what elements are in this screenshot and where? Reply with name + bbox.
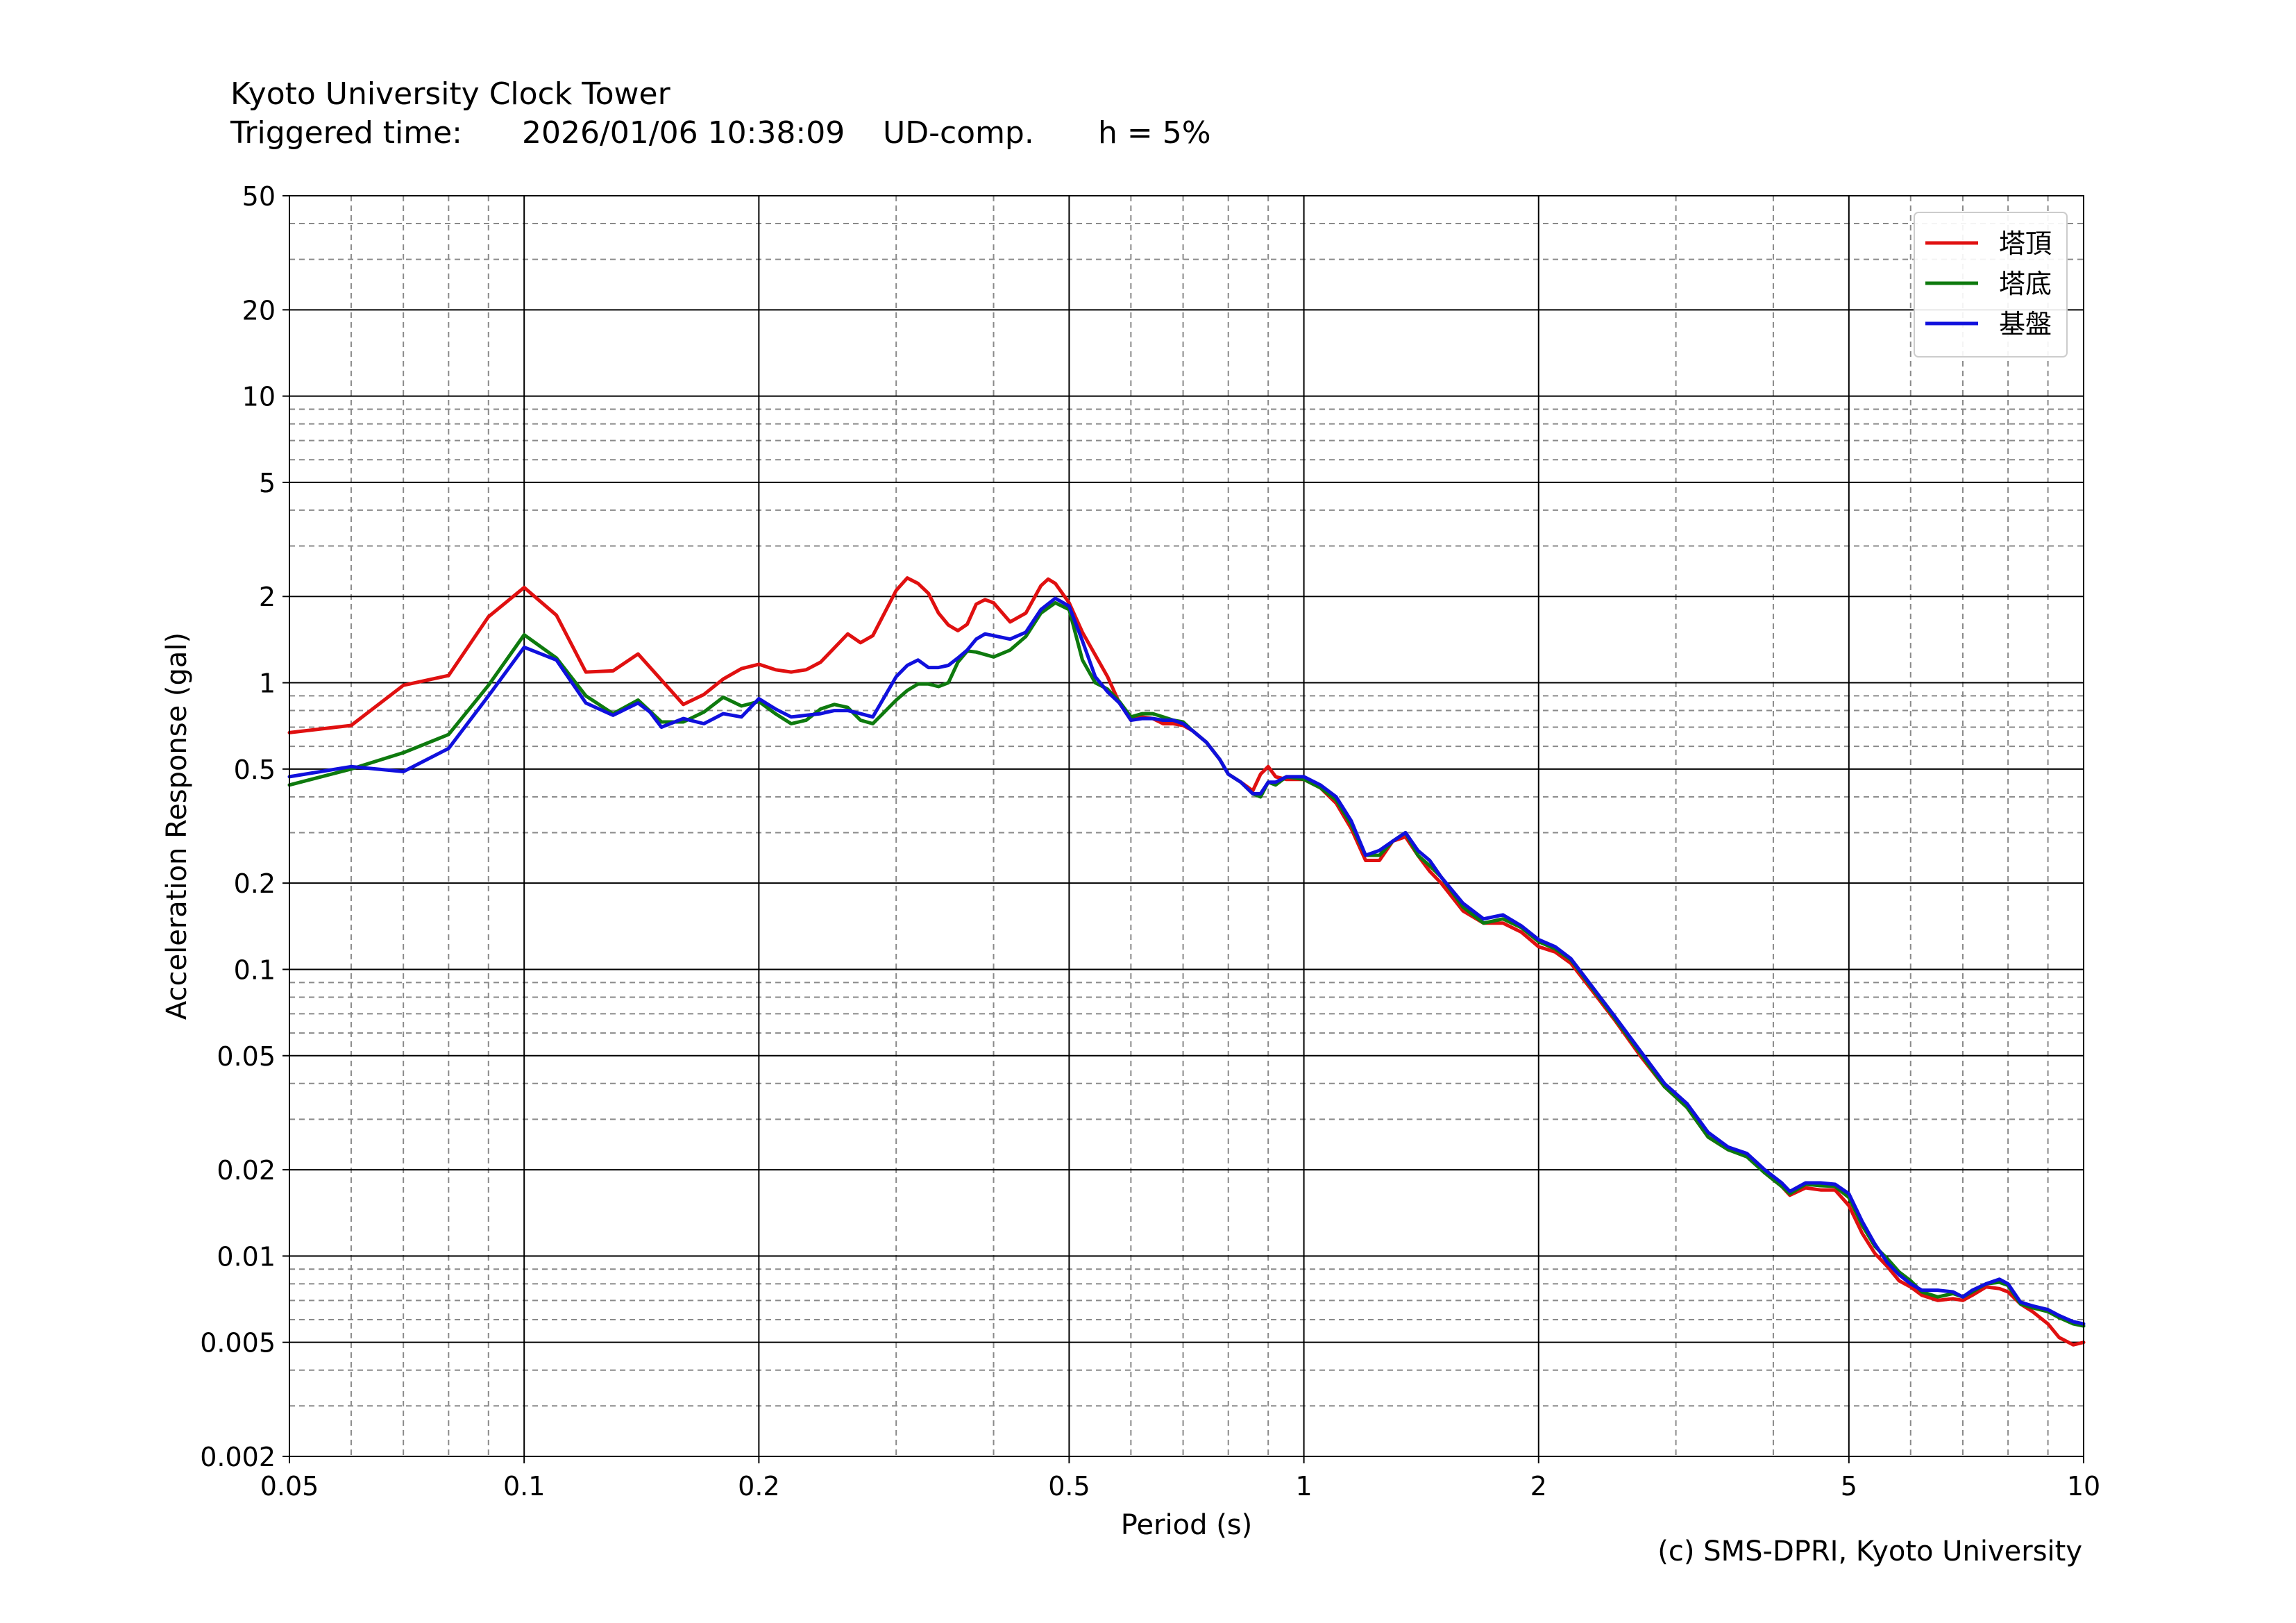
station-title: Kyoto University Clock Tower [230,76,670,112]
x-axis-label: Period (s) [1121,1509,1253,1541]
x-tick-label: 0.5 [1048,1471,1090,1502]
y-tick-label: 10 [242,382,276,412]
y-tick-label: 0.1 [234,955,276,985]
y-tick-label: 2 [259,582,276,612]
legend-label: 塔底 [1999,269,2052,299]
component-label: UD-comp. [883,115,1034,151]
series-lines [287,576,2086,1347]
y-tick-label: 5 [259,468,276,498]
y-tick-label: 0.01 [217,1241,276,1272]
y-tick-label: 0.2 [234,868,276,899]
triggered-time: 2026/01/06 10:38:09 [522,115,845,151]
damping-label: h = 5% [1098,115,1211,151]
series-line-塔底 [287,600,2086,1328]
major-grid [289,195,2084,1457]
x-tick-label: 0.2 [738,1471,779,1502]
series-line-塔頂 [287,576,2086,1347]
y-tick-label: 0.002 [200,1442,276,1472]
minor-grid [289,196,2084,1456]
x-tick-label: 2 [1530,1471,1547,1502]
legend-label: 基盤 [1999,309,2052,339]
x-tick-label: 10 [2067,1471,2100,1502]
y-tick-label: 0.005 [200,1328,276,1359]
legend-label: 塔頂 [1999,228,2052,259]
y-axis-label: Acceleration Response (gal) [161,632,193,1020]
y-tick-label: 0.5 [234,755,276,785]
legend-box [1914,212,2068,358]
y-tick-label: 1 [259,668,276,699]
x-tick-label: 5 [1841,1471,1857,1502]
x-tick-label: 0.1 [503,1471,545,1502]
triggered-label: Triggered time: [230,115,462,151]
y-axis-ticks: 0.002 0.005 0.01 0.02 0.05 0.1 0.2 0.5 1 2 5 10 20 50 [200,181,289,1472]
series-line-基盤 [287,596,2086,1326]
x-tick-label: 1 [1295,1471,1312,1502]
x-axis-ticks: 0.05 0.1 0.2 0.5 1 2 5 10 [260,1456,2100,1502]
y-tick-label: 20 [242,295,276,326]
y-tick-label: 0.02 [217,1155,276,1186]
y-tick-label: 50 [242,181,276,212]
y-tick-label: 0.05 [217,1041,276,1072]
plot-frame [289,195,2084,1457]
x-tick-label: 0.05 [260,1471,319,1502]
credit-text: (c) SMS-DPRI, Kyoto University [1657,1536,2082,1567]
